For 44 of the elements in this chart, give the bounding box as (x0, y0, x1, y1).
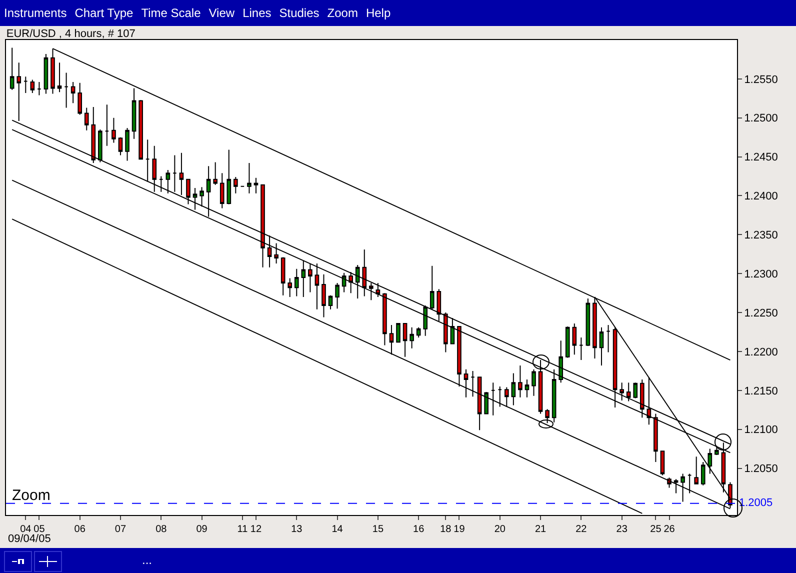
y-tick-label: 1.2450 (744, 152, 778, 164)
x-tick-label: 13 (291, 524, 303, 535)
x-tick-label: 20 (494, 524, 506, 535)
x-tick-label: 22 (576, 524, 588, 535)
x-tick-label: 15 (372, 524, 384, 535)
y-tick-label: 1.2150 (744, 385, 778, 398)
chart-title: EUR/USD , 4 hours, # 107 (6, 28, 136, 40)
x-tick-label: 05 (34, 524, 46, 535)
x-tick-label: 07 (114, 524, 126, 535)
ref-line-label: 1.2005 (739, 497, 773, 509)
y-tick-label: 1.2250 (744, 307, 778, 320)
x-tick-label: 12 (250, 524, 262, 535)
text: ... (142, 553, 152, 567)
x-tick-label: 21 (534, 524, 547, 535)
text: Studies (279, 6, 320, 20)
text: 09/04/05 (8, 533, 51, 545)
x-tick-label: 08 (156, 524, 168, 535)
x-tick-label: 26 (664, 524, 676, 535)
y-tick-label: 1.2550 (744, 74, 778, 86)
x-tick-label: 11 (237, 524, 248, 535)
text: View (208, 6, 235, 20)
text: Time Scale (141, 6, 201, 20)
y-tick-label: 1.2350 (744, 230, 778, 242)
x-tick-label: 09 (196, 524, 208, 535)
y-tick-label: 1.2400 (744, 190, 778, 203)
text: Chart Type (74, 6, 134, 20)
y-tick-label: 1.2200 (744, 346, 778, 358)
x-tick-label: 06 (74, 524, 86, 535)
x-tick-label: 18 (440, 524, 452, 535)
y-tick-label: 1.2300 (744, 268, 778, 280)
text: Instruments (4, 6, 67, 20)
text: Help (366, 6, 391, 20)
x-tick-label: 23 (616, 524, 628, 535)
y-tick-label: 1.2100 (744, 424, 778, 436)
y-tick-label: 1.2500 (744, 112, 778, 125)
annotation: Zoom (12, 487, 50, 504)
x-tick-label: 04 (20, 524, 32, 535)
x-tick-label: 19 (454, 524, 466, 535)
y-tick-label: 1.2050 (744, 463, 778, 476)
text: Lines (242, 6, 272, 20)
text: Zoom (327, 6, 358, 20)
x-tick-label: 25 (650, 524, 662, 535)
x-tick-label: 14 (332, 524, 344, 535)
x-tick-label: 16 (413, 524, 425, 535)
